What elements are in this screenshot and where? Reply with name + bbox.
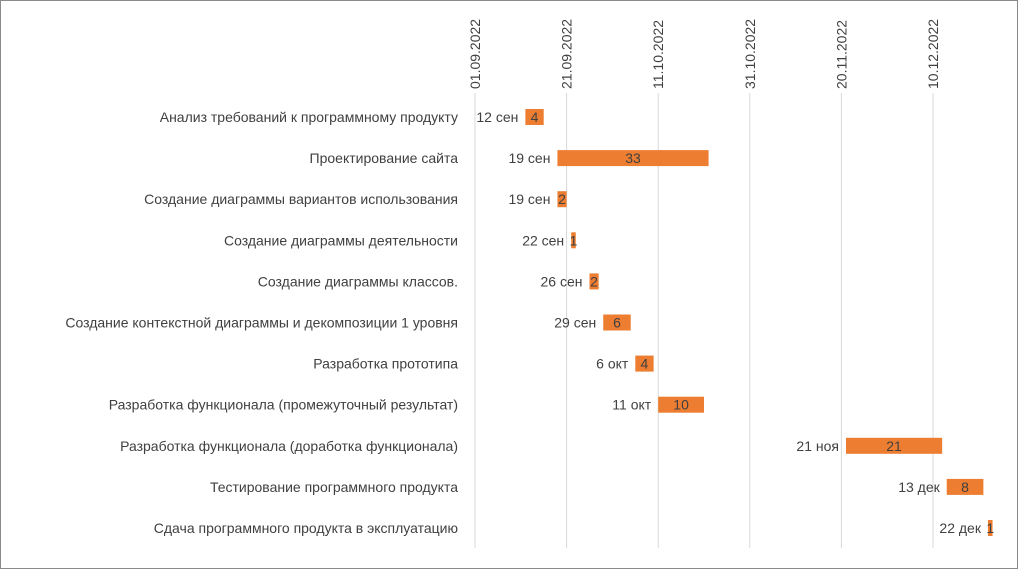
task-bar [987,520,993,536]
task-start-label: 19 сен [508,150,550,166]
task-duration-label: 2 [590,273,598,289]
task-name-label: Сдача программного продукта в эксплуатац… [154,520,458,536]
task-start-label: 22 дек [939,520,981,536]
task-duration-label: 10 [673,397,689,413]
task-name-label: Разработка прототипа [313,356,458,372]
gridlines [474,93,934,548]
task-duration-label: 6 [613,315,621,331]
task-name-label: Проектирование сайта [310,150,459,166]
task-bar [946,478,984,495]
task-start-label: 22 сен [522,232,564,248]
x-tick-label: 01.09.2022 [467,19,483,89]
task-duration-label: 4 [641,356,649,372]
task-duration-label: 33 [625,150,641,166]
task-name-label: Разработка функционала (промежуточный ре… [109,397,458,413]
task-name-label: Создание диаграммы вариантов использован… [144,191,458,207]
task-start-label: 6 окт [596,356,629,372]
task-labels: Анализ требований к программному продукт… [65,109,458,536]
task-start-label: 26 сен [541,273,583,289]
task-bar [557,150,709,167]
task-duration-label: 4 [531,109,539,125]
task-bars: 12 сен 4 19 сен 33 19 сен 2 22 сен 1 26 сен 2 29 с… [476,109,994,536]
task-name-label: Создание контекстной диаграммы и декомпо… [65,315,458,331]
task-bar [845,437,943,454]
task-duration-label: 1 [570,232,578,248]
task-start-label: 19 сен [508,191,550,207]
task-duration-label: 21 [886,438,902,454]
task-duration-label: 2 [558,191,566,207]
task-bar [525,109,544,125]
task-duration-label: 8 [961,479,969,495]
task-start-label: 29 сен [554,315,596,331]
task-start-label: 12 сен [476,109,518,125]
task-start-label: 11 окт [612,397,651,413]
task-bar [658,396,704,413]
task-bar [635,355,654,372]
task-bar [589,273,599,290]
task-bar [571,232,576,249]
task-duration-label: 1 [986,520,994,536]
task-bar [557,191,567,208]
task-name-label: Создание диаграммы классов. [258,273,458,289]
task-name-label: Тестирование программного продукта [210,479,458,495]
x-tick-label: 20.11.2022 [833,20,849,89]
task-name-label: Создание диаграммы деятельности [224,232,458,248]
x-tick-label: 10.12.2022 [925,19,941,89]
task-start-label: 13 дек [898,479,940,495]
x-axis-tick-labels: 01.09.2022 21.09.2022 11.10.2022 31.10.2022… [467,19,941,89]
x-tick-label: 11.10.2022 [650,20,666,89]
task-name-label: Разработка функционала (доработка функци… [120,438,458,454]
task-name-label: Анализ требований к программному продукт… [160,109,458,125]
task-start-label: 21 ноя [796,438,839,454]
x-tick-label: 21.09.2022 [559,19,575,89]
x-tick-label: 31.10.2022 [742,19,758,89]
task-bar [603,314,631,331]
